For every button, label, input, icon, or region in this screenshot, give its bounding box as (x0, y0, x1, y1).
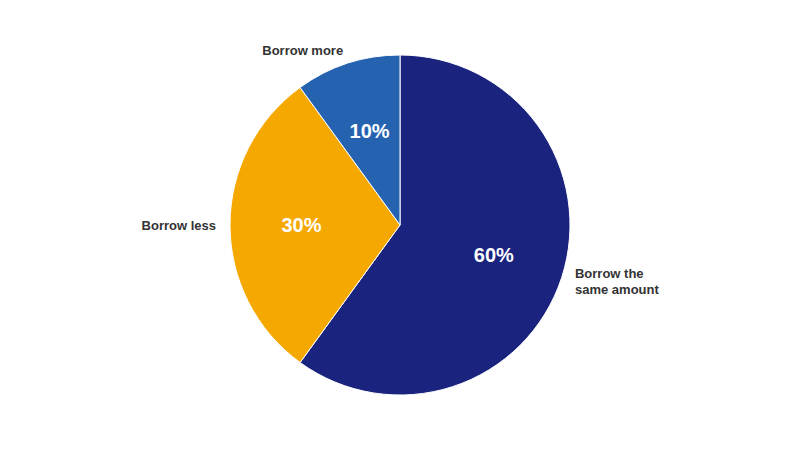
category-label-line: Borrow more (262, 43, 343, 58)
category-label: Borrow less (142, 218, 216, 233)
slices (230, 55, 570, 395)
data-label: 30% (281, 214, 321, 236)
category-label-line: Borrow the (575, 266, 644, 281)
category-labels: Borrow thesame amount Borrow less Borrow m… (142, 43, 660, 298)
category-label-line: same amount (575, 282, 659, 297)
data-label: 10% (350, 120, 390, 142)
category-label-line: Borrow less (142, 218, 216, 233)
category-label: Borrow thesame amount (575, 266, 659, 297)
chart: 60% 30% 10% Borrow thesame amount Borrow les… (0, 0, 800, 450)
data-label: 60% (474, 244, 514, 266)
category-label: Borrow more (262, 43, 343, 58)
slice (300, 55, 400, 225)
data-labels: 60% 30% 10% (281, 120, 514, 266)
pie: 60% 30% 10% Borrow thesame amount Borrow les… (142, 43, 660, 395)
slice (230, 87, 400, 362)
